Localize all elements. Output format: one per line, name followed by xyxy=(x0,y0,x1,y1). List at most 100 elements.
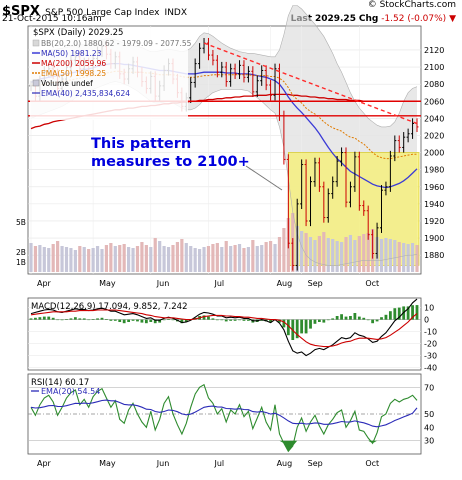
volume-bar xyxy=(131,248,135,272)
macd-histogram-bar xyxy=(153,319,157,324)
downtrend-line xyxy=(203,42,418,125)
macd-histogram-bar xyxy=(326,319,330,321)
volume-bar xyxy=(229,246,233,272)
legend-ema40: EMA(40) 2,435,834,624 xyxy=(41,89,130,98)
macd-histogram-bar xyxy=(357,316,361,320)
macd-axis-ticks: 10 0 -10 -20 -30 -40 xyxy=(424,304,437,373)
volume-bar xyxy=(64,247,69,272)
macd-histogram-bar xyxy=(371,319,375,324)
price-tick-label: 1960 xyxy=(424,183,444,192)
volume-bar xyxy=(144,245,148,272)
volume-bar xyxy=(415,245,419,272)
macd-histogram-bar xyxy=(87,319,91,321)
legend-ma50: MA(50) 1981.23 xyxy=(41,49,102,58)
volume-bar xyxy=(127,247,131,272)
macd-histogram-bar xyxy=(184,319,188,322)
macd-histogram-bar xyxy=(65,319,68,320)
price-axis-ticks: 1880 1900 1920 1940 1960 1980 2000 2020 2040 2060… xyxy=(424,46,444,260)
macd-histogram-bar xyxy=(278,319,281,323)
volume-bar xyxy=(162,246,166,272)
price-tick-label: 1880 xyxy=(424,251,444,260)
price-tick-label: 2080 xyxy=(424,80,444,89)
volume-bar xyxy=(335,241,339,272)
macd-histogram-bar xyxy=(322,319,326,323)
macd-histogram-bar xyxy=(149,319,153,322)
month-axis-upper: Apr May Jun Jul Aug Sep Oct xyxy=(37,279,379,288)
month-tick-label: Jul xyxy=(213,459,224,468)
macd-histogram-bar xyxy=(247,319,250,321)
month-tick-label: Jun xyxy=(156,459,170,468)
macd-histogram-bar xyxy=(215,319,219,321)
ema50-line xyxy=(30,70,417,160)
rsi-label: RSI(14) 60.17 xyxy=(31,378,89,388)
annotation-line-2: measures to 2100+ xyxy=(91,154,250,170)
volume-bar xyxy=(393,240,397,272)
volume-bar xyxy=(410,243,415,272)
rsi-lines xyxy=(30,383,418,453)
macd-histogram-bar xyxy=(34,317,37,320)
volume-bar xyxy=(304,233,308,272)
macd-histogram-bar xyxy=(220,319,224,321)
macd-histogram-bar xyxy=(56,319,60,321)
volume-bar xyxy=(237,244,242,272)
macd-histogram-bar xyxy=(282,319,286,328)
volume-bar xyxy=(122,244,126,272)
macd-histogram-bar xyxy=(380,317,383,320)
price-tick-label: 1920 xyxy=(424,217,444,226)
month-tick-label: Oct xyxy=(365,459,379,468)
month-tick-label: Jun xyxy=(156,279,170,288)
macd-histogram-bar xyxy=(304,319,308,334)
macd-histogram-bar xyxy=(295,319,299,339)
volume-bar xyxy=(197,249,202,272)
month-tick-label: Aug xyxy=(277,279,293,288)
macd-histogram-bar xyxy=(96,318,99,320)
volume-bar xyxy=(78,246,82,272)
macd-tick-label: -10 xyxy=(424,328,437,337)
rsi-tick-label: 30 xyxy=(424,437,434,446)
index-name: S&P 500 Large Cap Index xyxy=(45,8,160,18)
macd-tick-label: 0 xyxy=(424,316,429,325)
volume-tick-label: 1B xyxy=(16,258,26,267)
macd-histogram-bar xyxy=(29,318,33,320)
rsi-axis-ticks: 70 50 40 30 xyxy=(424,383,434,445)
legend-ma200: MA(200) 2059.96 xyxy=(41,59,106,68)
bb-swatch xyxy=(32,39,40,47)
volume-bar xyxy=(379,239,384,272)
volume-bar xyxy=(251,240,255,272)
macd-histogram-bar xyxy=(286,319,290,336)
annotation-pointer xyxy=(245,165,283,191)
price-tick-label: 2020 xyxy=(424,131,444,140)
volume-bar xyxy=(109,243,113,272)
macd-histogram-bar xyxy=(313,319,317,324)
legend-bb: BB(20,2.0) 1880.62 - 1979.09 - 2077.55 xyxy=(41,39,192,48)
volume-bar xyxy=(47,248,51,272)
rsi-ema-label: EMA(20) 54.54 xyxy=(41,387,100,396)
volume-bar xyxy=(69,248,73,272)
legend-background xyxy=(30,28,188,120)
macd-histogram-bar xyxy=(233,319,237,321)
volume-bar xyxy=(158,241,162,272)
macd-histogram-bar xyxy=(180,319,184,324)
volume-bar xyxy=(317,236,321,272)
volume-bar xyxy=(51,244,55,272)
watermark: © StockCharts.com xyxy=(367,0,456,10)
volume-bar xyxy=(344,237,348,272)
macd-histogram-bar xyxy=(171,319,175,321)
macd-histogram-bar xyxy=(60,319,64,321)
macd-histogram-bar xyxy=(317,319,321,322)
macd-histogram-bar xyxy=(47,316,51,320)
volume-bar xyxy=(104,245,109,272)
volume-bar xyxy=(268,241,273,272)
volume-bar xyxy=(260,245,264,272)
chart-date: 21-Oct-2015 10:16am xyxy=(2,14,102,24)
volume-bar xyxy=(384,238,388,272)
macd-histogram-bar xyxy=(335,316,339,320)
volume-bar xyxy=(331,239,335,272)
macd-histogram-bar xyxy=(366,319,370,321)
macd-histogram-bar xyxy=(393,308,397,320)
macd-histogram-bar xyxy=(207,316,210,320)
exchange-label: INDX xyxy=(164,8,188,18)
volume-tick-label: 5B xyxy=(16,218,26,227)
macd-histogram-bar xyxy=(118,319,122,322)
volume-bar xyxy=(189,246,193,272)
